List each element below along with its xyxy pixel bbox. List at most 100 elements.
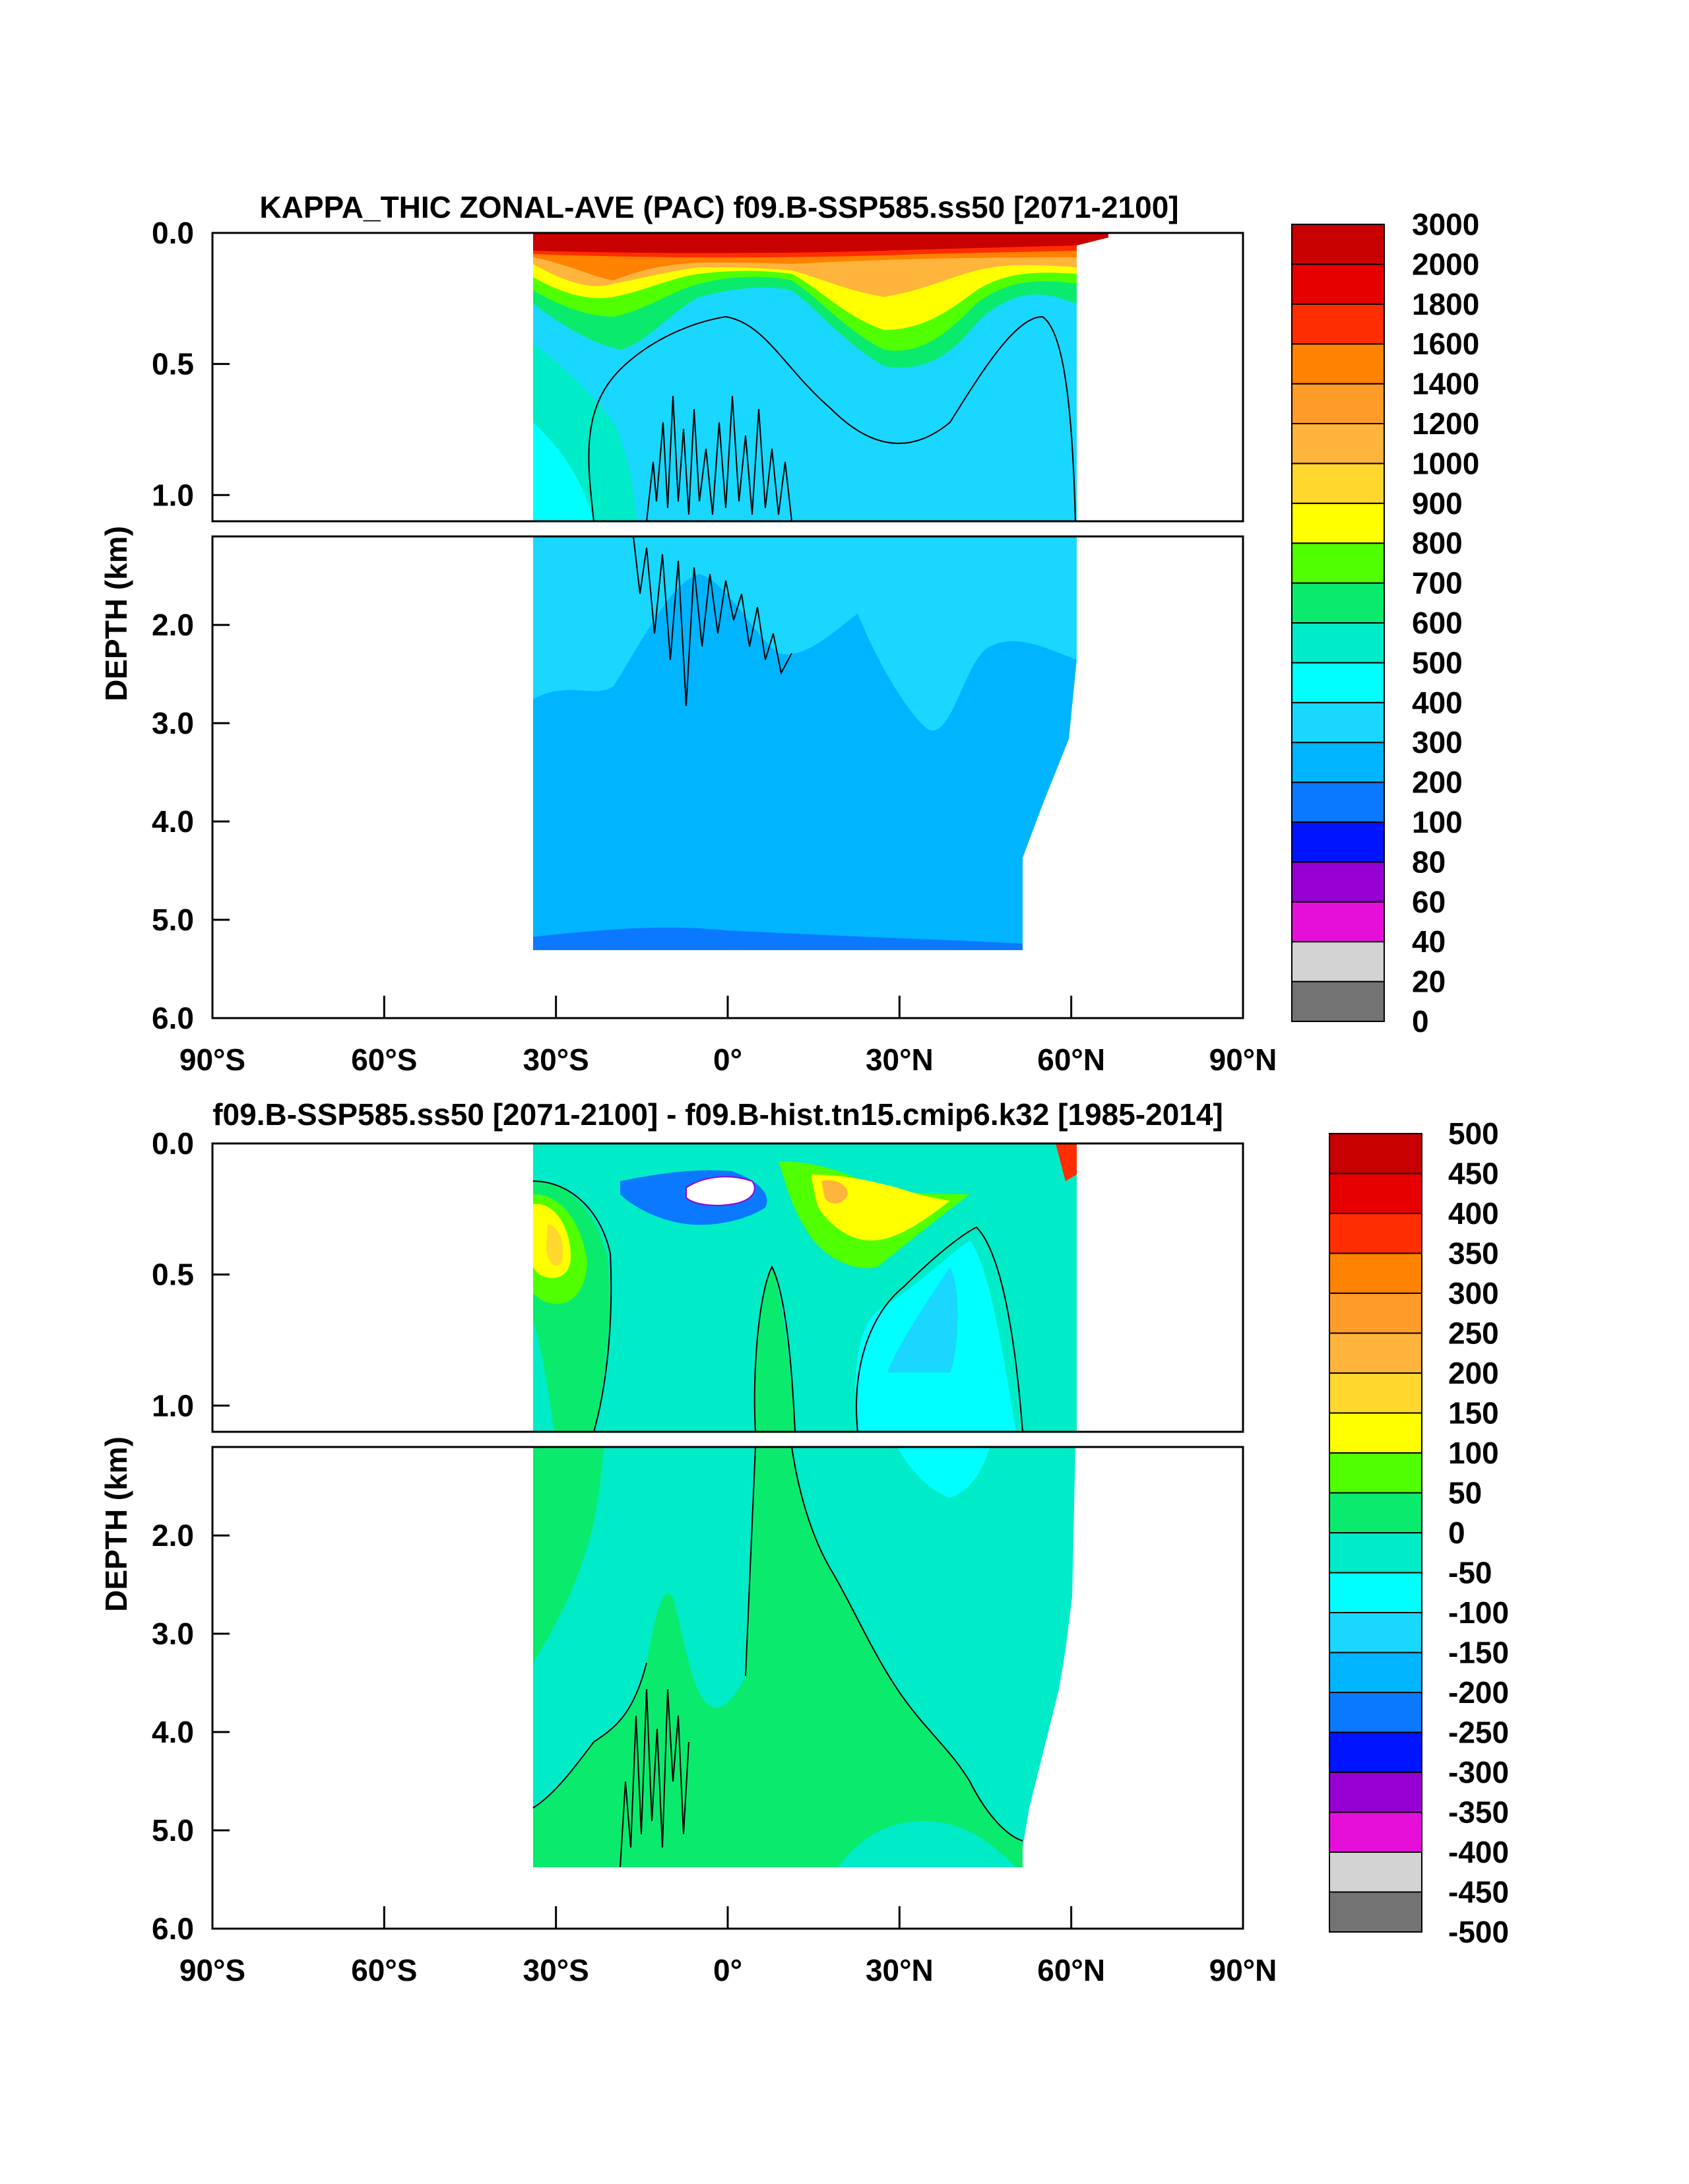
chart-2-colorbar-box — [1329, 1492, 1422, 1533]
chart-1-noise-upper — [646, 395, 792, 521]
chart-1-colorbar-box — [1291, 423, 1385, 465]
chart-1-colorbar-box — [1291, 861, 1385, 903]
chart-2-ytick-label: 0.0 — [152, 1126, 194, 1161]
chart-1-xticks: 90°S 60°S 30°S 0° 30°N 60°N 90°N — [179, 996, 1277, 1077]
chart-2-colorbar-box — [1329, 1652, 1422, 1693]
chart-1-colorbar-label: 700 — [1412, 566, 1463, 600]
chart-1-colorbar-box — [1291, 303, 1385, 345]
chart-1-upper-panel — [211, 232, 1244, 523]
chart-1-colorbar-label: 1800 — [1412, 287, 1479, 321]
chart-2-xtick-label: 60°S — [351, 1953, 417, 1987]
chart-1: KAPPA_THIC ZONAL-AVE (PAC) f09.B-SSP585.… — [99, 190, 1479, 1077]
chart-1-colorbar-box — [1291, 463, 1385, 504]
chart-2-ytick-label: 6.0 — [152, 1911, 194, 1946]
chart-1-colorbar-label: 3000 — [1412, 207, 1479, 241]
chart-2-colorbar-box — [1329, 1851, 1422, 1893]
chart-1-ytick-label: 2.0 — [152, 608, 194, 642]
chart-2-colorbar-box — [1329, 1692, 1422, 1733]
chart-2-colorbar-box — [1329, 1412, 1422, 1454]
chart-2-colorbar-box — [1329, 1252, 1422, 1294]
chart-1-ytick-label: 3.0 — [152, 706, 194, 740]
chart-1-colorbar-box — [1291, 502, 1385, 544]
chart-2-colorbar-box — [1329, 1772, 1422, 1813]
chart-2-colorbar-label: -350 — [1448, 1795, 1509, 1830]
chart-1-ylabel: DEPTH (km) — [99, 526, 133, 701]
chart-1-ytick-label: 4.0 — [152, 804, 194, 839]
chart-2-colorbar-box — [1329, 1532, 1422, 1574]
chart-2-band-neg500 — [685, 1176, 755, 1206]
chart-2-colorbar-label: 300 — [1448, 1276, 1499, 1310]
chart-2-colorbar-label: -250 — [1448, 1716, 1509, 1750]
chart-2-band-250-left — [546, 1224, 563, 1266]
chart-2-band-mid-green — [754, 1267, 795, 1432]
chart-1-lower-bottom — [533, 952, 1023, 1018]
chart-1-xtick-label: 60°N — [1037, 1043, 1105, 1077]
chart-1-colorbar-box — [1291, 622, 1385, 664]
chart-2-ytick-label: 5.0 — [152, 1813, 194, 1847]
chart-1-lower-100 — [533, 927, 1023, 950]
chart-1-xtick-label: 0° — [713, 1043, 742, 1077]
chart-1-colorbar-box — [1291, 582, 1385, 624]
chart-2-xtick-label: 0° — [713, 1953, 742, 1987]
chart-1-colorbar-label: 500 — [1412, 645, 1463, 680]
chart-2-upper-panel — [211, 1142, 1244, 1433]
chart-1-colorbar-label: 2000 — [1412, 247, 1479, 281]
chart-2-colorbar-label: 500 — [1448, 1116, 1499, 1151]
chart-2-contours — [532, 1180, 1023, 1432]
chart-2-colorbar-label: -50 — [1448, 1556, 1492, 1590]
chart-2-yticks: 0.0 0.5 1.0 2.0 3.0 4.0 5.0 6.0 — [152, 1126, 230, 1946]
chart-2-xtick-label: 90°S — [179, 1953, 245, 1987]
chart-1-xtick-label: 30°S — [523, 1043, 589, 1077]
chart-1-lower-200 — [533, 574, 1077, 950]
chart-2: f09.B-SSP585.ss50 [2071-2100] - f09.B-hi… — [99, 1097, 1509, 1987]
chart-1-colorbar-label: 20 — [1412, 965, 1446, 999]
chart-1-colorbar-label: 300 — [1412, 725, 1463, 759]
chart-2-colorbar-label: 350 — [1448, 1237, 1499, 1271]
chart-2-colorbar-label: 400 — [1448, 1196, 1499, 1231]
chart-2-colorbar-label: 0 — [1448, 1516, 1465, 1550]
chart-2-ytick-label: 0.5 — [152, 1258, 194, 1292]
chart-1-colorbar: 0 20 40 60 80 100 200 300 400 500 600 700 800 900 1000… — [1291, 207, 1479, 1039]
chart-2-colorbar-box — [1329, 1293, 1422, 1334]
chart-2-xtick-label: 30°N — [866, 1953, 934, 1987]
chart-1-colorbar-box — [1291, 662, 1385, 703]
chart-2-colorbar-label: 450 — [1448, 1157, 1499, 1191]
chart-2-colorbar-label: -500 — [1448, 1915, 1509, 1949]
chart-1-colorbar-box — [1291, 542, 1385, 584]
chart-2-colorbar-label: -450 — [1448, 1875, 1509, 1910]
chart-2-lower-green — [533, 1447, 604, 1663]
chart-1-ytick-label: 5.0 — [152, 903, 194, 937]
chart-2-lower-bottom — [533, 1869, 1023, 1929]
chart-1-colorbar-box — [1291, 941, 1385, 982]
chart-2-ylabel: DEPTH (km) — [99, 1436, 133, 1612]
chart-1-colorbar-label: 80 — [1412, 845, 1446, 879]
chart-1-colorbar-box — [1291, 781, 1385, 823]
chart-2-xtick-label: 30°S — [523, 1953, 589, 1987]
chart-2-colorbar-label: 200 — [1448, 1356, 1499, 1390]
chart-2-ytick-label: 2.0 — [152, 1518, 194, 1553]
chart-2-lower-edge — [1023, 1447, 1077, 1929]
chart-2-colorbar: -500-450-400-350-300-250-200-150-100-500… — [1329, 1116, 1509, 1949]
chart-1-colorbar-label: 1200 — [1412, 406, 1479, 441]
chart-2-band-top-red — [1056, 1143, 1077, 1181]
chart-2-colorbar-label: 50 — [1448, 1476, 1482, 1510]
chart-2-lower-noise — [620, 1688, 689, 1868]
chart-2-colorbar-label: 100 — [1448, 1436, 1499, 1470]
chart-1-band-400 — [533, 422, 594, 521]
chart-1-colorbar-box — [1291, 821, 1385, 863]
chart-2-colorbar-box — [1329, 1811, 1422, 1853]
chart-2-colorbar-box — [1329, 1213, 1422, 1254]
chart-2-colorbar-label: -400 — [1448, 1835, 1509, 1869]
chart-1-colorbar-label: 1400 — [1412, 367, 1479, 401]
chart-1-lower-edge — [1023, 660, 1077, 1018]
chart-1-colorbar-label: 600 — [1412, 606, 1463, 640]
chart-1-contour-upper — [588, 315, 1076, 521]
chart-1-xtick-label: 30°N — [866, 1043, 934, 1077]
chart-2-colorbar-box — [1329, 1891, 1422, 1933]
chart-1-upper-frame — [211, 232, 1244, 523]
chart-2-ytick-label: 3.0 — [152, 1617, 194, 1651]
chart-2-colorbar-label: 250 — [1448, 1316, 1499, 1351]
chart-1-colorbar-label: 60 — [1412, 885, 1446, 919]
chart-2-colorbar-box — [1329, 1572, 1422, 1613]
